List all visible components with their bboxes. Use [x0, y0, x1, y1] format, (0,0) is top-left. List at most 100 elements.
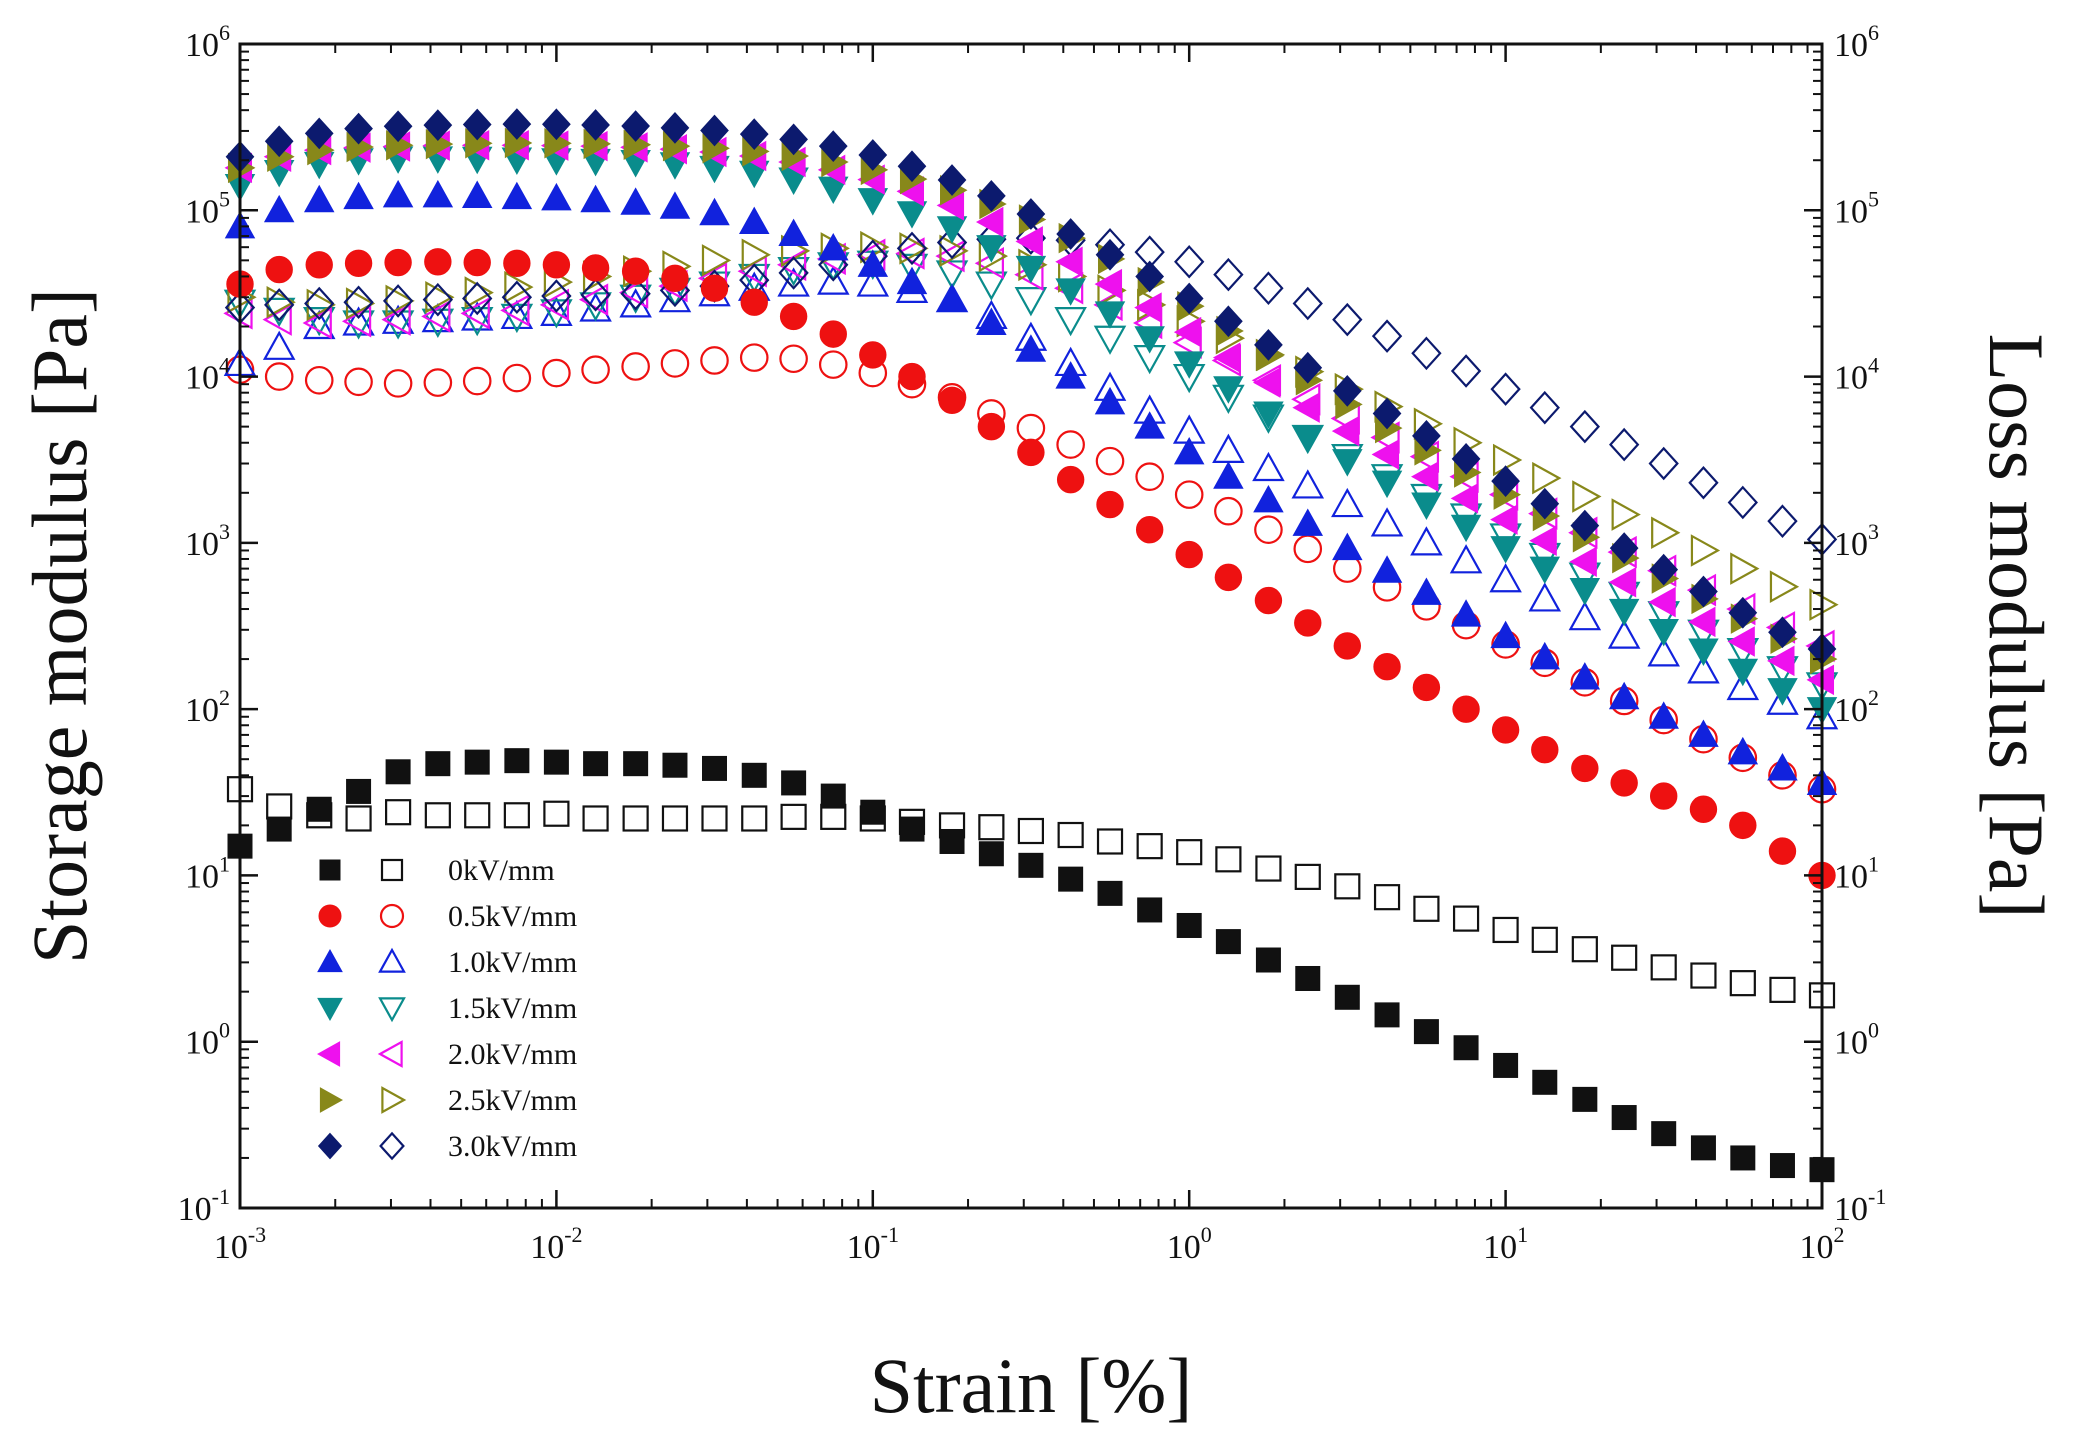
- legend-entry: 1.0kV/mm: [317, 946, 577, 979]
- data-point: [1608, 681, 1640, 710]
- data-point: [1173, 351, 1205, 379]
- data-point: [1294, 609, 1322, 637]
- data-point: [1334, 984, 1360, 1010]
- data-point: [1450, 483, 1479, 514]
- data-point: [779, 302, 808, 331]
- data-point: [504, 270, 534, 304]
- data-point: [897, 150, 927, 183]
- data-point: [1690, 534, 1721, 567]
- data-point: [1056, 465, 1085, 494]
- data-point: [421, 308, 455, 338]
- data-point: [1254, 515, 1283, 544]
- data-point: [263, 194, 295, 223]
- data-point: [977, 180, 1006, 212]
- data-point: [464, 802, 491, 829]
- data-point: [462, 108, 492, 141]
- data-point: [1610, 769, 1638, 797]
- data-point: [1253, 484, 1284, 513]
- data-point: [423, 109, 453, 142]
- data-point: [661, 805, 689, 832]
- data-point: [1529, 556, 1561, 585]
- data-point: [500, 294, 530, 327]
- data-point: [740, 288, 768, 316]
- data-point: [1690, 1135, 1716, 1161]
- data-point: [1372, 397, 1402, 430]
- y-right-tick-label: 100: [1834, 1018, 1879, 1062]
- data-point: [580, 278, 611, 312]
- legend-entry: 2.5kV/mm: [319, 1084, 577, 1117]
- data-point: [1611, 1105, 1637, 1131]
- legend-entry: 0.5kV/mm: [318, 900, 577, 933]
- data-point: [1689, 575, 1718, 608]
- data-point: [1176, 839, 1203, 866]
- data-point: [424, 248, 452, 276]
- data-point: [424, 802, 451, 829]
- data-point: [1212, 342, 1241, 373]
- data-point: [1726, 670, 1760, 701]
- data-point: [977, 412, 1006, 441]
- data-point: [1213, 376, 1244, 404]
- data-point: [266, 816, 292, 842]
- y-left-tick-label: 10-1: [178, 1184, 230, 1228]
- data-point: [1609, 427, 1640, 462]
- data-point: [1332, 302, 1363, 337]
- data-point: [464, 749, 490, 775]
- data-point: [1412, 673, 1441, 702]
- legend-open-marker: [378, 997, 406, 1023]
- data-point: [1450, 599, 1482, 627]
- data-point: [1174, 282, 1204, 315]
- data-point: [541, 182, 572, 211]
- data-point: [1135, 515, 1164, 544]
- data-point: [898, 362, 926, 391]
- data-point: [462, 281, 493, 316]
- data-point: [1531, 926, 1558, 953]
- data-point: [1410, 526, 1443, 556]
- data-point: [421, 300, 451, 333]
- legend-open-marker: [379, 1131, 405, 1161]
- data-point: [581, 109, 610, 141]
- data-point: [1135, 260, 1165, 293]
- data-point: [700, 274, 729, 302]
- data-point: [385, 799, 412, 826]
- y-right-tick-label: 103: [1834, 519, 1879, 563]
- data-point: [978, 841, 1004, 867]
- data-point: [581, 254, 610, 282]
- data-point: [777, 267, 810, 297]
- data-point: [1095, 238, 1125, 271]
- data-point: [623, 751, 649, 777]
- data-point: [1371, 319, 1403, 353]
- data-point: [856, 267, 890, 297]
- data-point: [265, 255, 293, 284]
- data-point: [1769, 570, 1800, 603]
- data-point: [661, 264, 689, 292]
- plot-frame: [238, 42, 1824, 1210]
- data-point: [620, 276, 651, 311]
- data-point: [1334, 873, 1361, 900]
- data-point: [382, 179, 414, 208]
- data-point: [1095, 446, 1125, 476]
- data-point: [1332, 449, 1363, 477]
- data-point: [857, 188, 889, 216]
- data-point: [1688, 719, 1719, 747]
- legend-filled-marker: [318, 904, 342, 928]
- data-point: [343, 285, 374, 319]
- legend-open-marker: [377, 1040, 403, 1068]
- data-point: [818, 350, 848, 379]
- data-point: [1252, 451, 1285, 482]
- data-point: [1730, 552, 1760, 585]
- data-point: [1532, 1069, 1558, 1095]
- data-point: [579, 292, 612, 322]
- y-right-tick-label: 10-1: [1834, 1184, 1886, 1228]
- data-point: [858, 139, 888, 171]
- data-point: [896, 201, 928, 229]
- data-point: [385, 284, 415, 318]
- data-point: [1173, 436, 1205, 465]
- data-point: [342, 306, 375, 336]
- data-point: [1648, 586, 1676, 618]
- data-point: [1727, 736, 1759, 765]
- data-point: [1729, 970, 1756, 997]
- data-point: [1531, 736, 1559, 764]
- data-point: [1374, 1002, 1400, 1028]
- data-point: [1055, 361, 1086, 389]
- data-point: [540, 299, 573, 329]
